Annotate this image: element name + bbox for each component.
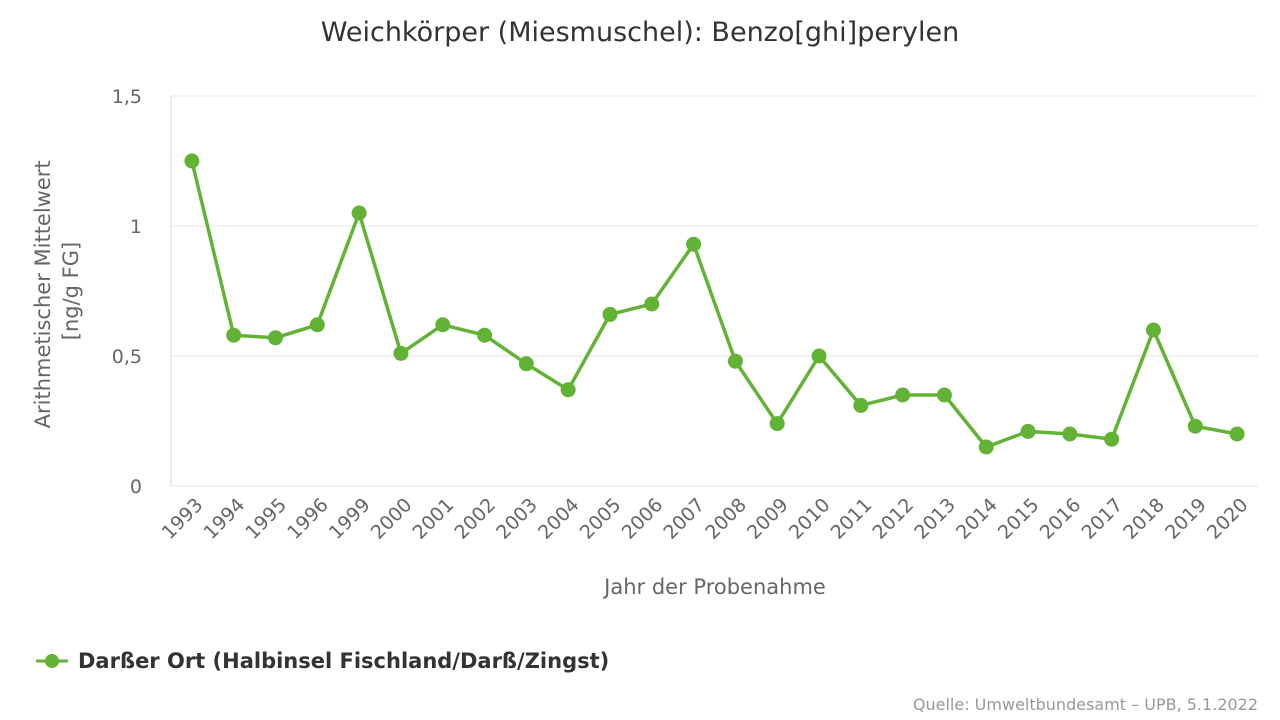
data-point[interactable] [727, 353, 743, 369]
x-tick-label: 2013 [910, 494, 960, 544]
data-point[interactable] [226, 327, 242, 343]
data-point[interactable] [644, 296, 660, 312]
chart-title: Weichkörper (Miesmuschel): Benzo[ghi]per… [321, 17, 960, 48]
x-tick-label: 2003 [492, 494, 542, 544]
legend-point-marker [45, 654, 59, 668]
x-tick-label: 1999 [325, 494, 375, 544]
data-point[interactable] [1187, 418, 1203, 434]
x-tick-label: 1993 [158, 494, 208, 544]
x-tick-label: 2020 [1203, 494, 1253, 544]
x-tick-label: 2012 [868, 494, 918, 544]
x-tick-label: 2008 [701, 494, 751, 544]
x-tick-label: 2016 [1036, 494, 1086, 544]
y-axis-title-line-1: Arithmetischer Mittelwert [31, 160, 55, 428]
data-point[interactable] [769, 416, 785, 432]
y-axis-title-line-2: [ng/g FG] [59, 242, 83, 340]
y-tick-label: 0,5 [112, 346, 142, 368]
data-point[interactable] [393, 345, 409, 361]
data-point[interactable] [309, 317, 325, 333]
x-tick-label: 2015 [994, 494, 1044, 544]
y-tick-label: 1,5 [112, 86, 142, 108]
x-tick-label: 2005 [576, 494, 626, 544]
y-axis-ticks: 0 0,5 1 1,5 [112, 86, 142, 498]
series-group [184, 153, 1245, 455]
x-tick-label: 1995 [241, 494, 291, 544]
y-axis-title: Arithmetischer Mittelwert [ng/g FG] [31, 154, 83, 429]
x-tick-label: 2018 [1119, 494, 1169, 544]
x-tick-label: 2011 [827, 494, 877, 544]
x-tick-label: 2009 [743, 494, 793, 544]
data-point[interactable] [978, 439, 994, 455]
data-point[interactable] [936, 387, 952, 403]
x-tick-label: 2007 [659, 494, 709, 544]
data-point[interactable] [268, 330, 284, 346]
x-tick-label: 2000 [367, 494, 417, 544]
data-point[interactable] [811, 348, 827, 364]
y-tick-label: 1 [130, 216, 142, 238]
y-tick-label: 0 [130, 476, 142, 498]
data-point[interactable] [686, 236, 702, 252]
credits-text[interactable]: Quelle: Umweltbundesamt – UPB, 5.1.2022 [913, 695, 1258, 714]
data-point[interactable] [477, 327, 493, 343]
data-point[interactable] [435, 317, 451, 333]
data-point[interactable] [560, 382, 576, 398]
x-tick-label: 2006 [618, 494, 668, 544]
x-tick-label: 2004 [534, 494, 584, 544]
x-axis-ticks: 1993199419951996199920002001200220032004… [158, 494, 1253, 544]
x-tick-label: 2002 [450, 494, 500, 544]
x-tick-label: 1996 [283, 494, 333, 544]
data-point[interactable] [1020, 423, 1036, 439]
legend[interactable]: Darßer Ort (Halbinsel Fischland/Darß/Zin… [36, 649, 609, 673]
data-point[interactable] [1229, 426, 1245, 442]
data-point[interactable] [895, 387, 911, 403]
data-point[interactable] [1145, 322, 1161, 338]
x-tick-label: 2014 [952, 494, 1002, 544]
data-point[interactable] [518, 356, 534, 372]
x-tick-label: 2019 [1161, 494, 1211, 544]
x-tick-label: 2010 [785, 494, 835, 544]
x-tick-label: 1994 [199, 494, 249, 544]
data-point[interactable] [1062, 426, 1078, 442]
series-line [190, 160, 1238, 449]
data-point[interactable] [1104, 431, 1120, 447]
data-point[interactable] [602, 306, 618, 322]
legend-label[interactable]: Darßer Ort (Halbinsel Fischland/Darß/Zin… [78, 649, 609, 673]
data-point[interactable] [351, 205, 367, 221]
data-point[interactable] [853, 397, 869, 413]
data-point[interactable] [184, 153, 200, 169]
x-tick-label: 2001 [409, 494, 459, 544]
grid-lines [170, 95, 1258, 487]
x-axis-title: Jahr der Probenahme [602, 575, 826, 599]
x-tick-label: 2017 [1077, 494, 1127, 544]
